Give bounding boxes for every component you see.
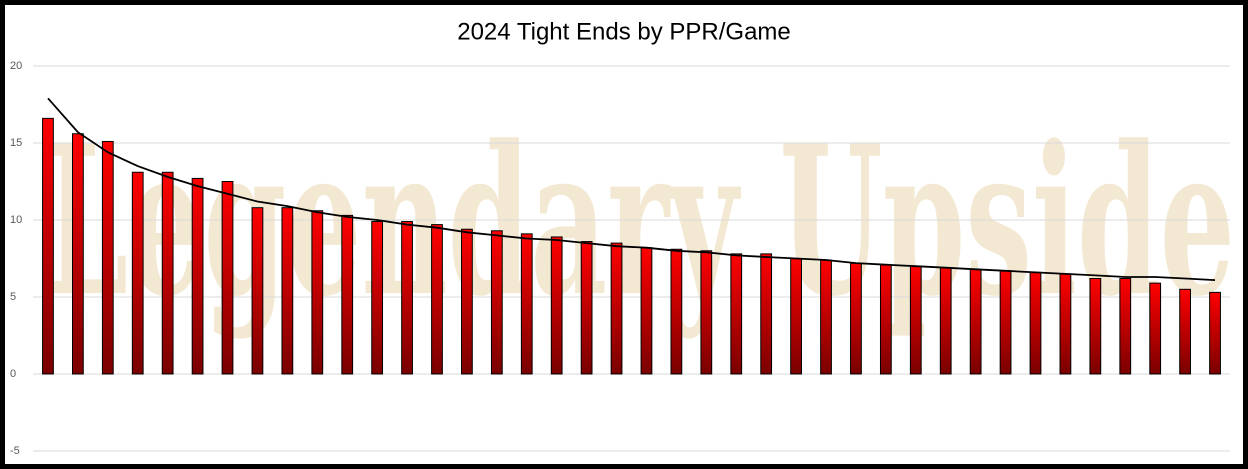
bar [1089,278,1102,375]
bar [700,250,713,375]
bar [490,230,503,375]
bar [161,171,174,375]
bar [42,117,54,375]
bar [101,140,114,375]
bar [760,253,773,375]
bar [939,267,952,375]
bar [221,181,234,375]
bar [251,207,264,375]
bar [909,265,922,375]
bar [790,258,802,375]
bar [1119,278,1132,375]
trendline [47,97,1216,281]
bar [580,241,593,375]
bar [820,259,832,375]
bar [1059,273,1072,375]
bar [1149,282,1162,375]
bar [520,233,533,375]
bar [640,247,653,375]
bar [72,133,84,375]
y-tick-label: 15 [10,137,22,149]
bar [1029,271,1042,375]
plot-area: -5 0 5 10 15 20 [10,60,1230,457]
bar [311,210,324,375]
bar [610,242,623,375]
bar [999,270,1012,375]
bar [879,264,892,375]
bar [431,224,443,375]
bar [1179,288,1191,375]
bar [850,262,862,375]
bar [401,221,413,375]
y-tick-label: -5 [10,445,20,457]
bar [131,171,144,375]
y-tick-label: 0 [10,368,16,380]
bar [550,236,563,375]
y-tick-label: 10 [10,214,22,226]
bar [1209,291,1221,375]
bar [281,207,294,375]
bar [461,228,473,375]
y-tick-label: 5 [10,291,16,303]
bar [371,221,384,375]
bar [969,268,982,375]
chart-title: 2024 Tight Ends by PPR/Game [457,18,791,45]
y-tick-label: 20 [10,60,22,72]
bar [730,253,743,375]
bar [341,214,354,375]
bar [191,177,204,375]
bar [670,248,683,375]
